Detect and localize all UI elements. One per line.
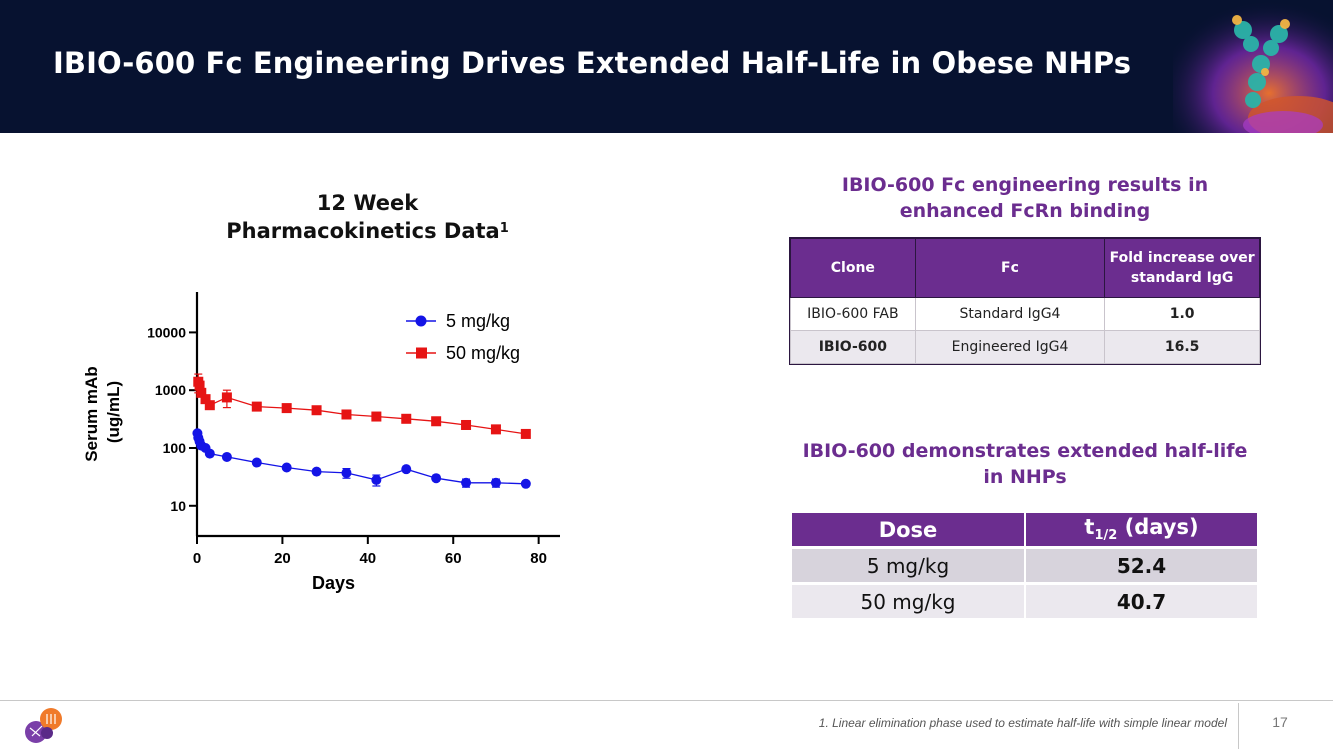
col-header-dose: Dose: [792, 513, 1024, 546]
cell-half-life: 40.7: [1024, 585, 1257, 618]
halflife-table: Dose t1/2 (days) 5 mg/kg 52.4 50 mg/kg 4…: [792, 510, 1257, 621]
data-point: [431, 416, 442, 427]
table-row: IBIO-600 FAB Standard IgG4 1.0: [790, 297, 1260, 331]
antibody-illustration: [1173, 0, 1333, 133]
col-header-half-life: t1/2 (days): [1024, 513, 1257, 546]
col-header-fc: Fc: [914, 238, 1106, 298]
pk-chart: 10 100 1000 10000 0 20 40 60 80 Days Serum mAb (ug/…: [82, 292, 560, 593]
slide-title: IBIO-600 Fc Engineering Drives Extended …: [53, 46, 1132, 80]
cell-dose: 50 mg/kg: [792, 585, 1024, 618]
fcrn-table: Clone Fc Fold increase over standard IgG…: [789, 237, 1261, 365]
data-point: [490, 477, 501, 488]
cell-fold: 16.5: [1104, 330, 1260, 364]
chart-title-footnote-mark: 1: [499, 221, 509, 236]
data-point: [194, 380, 205, 391]
data-point: [341, 467, 352, 478]
col-header-fold-increase: Fold increase over standard IgG: [1104, 238, 1260, 298]
x-tick-label: 20: [274, 550, 291, 567]
data-point: [520, 428, 531, 439]
footer-divider-line: [0, 700, 1333, 701]
data-point: [371, 474, 382, 485]
data-point: [281, 462, 292, 473]
page-number: 17: [1272, 714, 1288, 730]
data-point: [200, 394, 211, 405]
data-point: [341, 409, 352, 420]
data-point: [311, 405, 322, 416]
data-point: [204, 400, 215, 411]
x-tick-label: 60: [445, 550, 462, 567]
cell-dose: 5 mg/kg: [792, 549, 1024, 582]
data-point: [490, 424, 501, 435]
cell-fc: Standard IgG4: [914, 297, 1106, 331]
footer-vertical-divider: [1238, 703, 1239, 749]
fcrn-heading: IBIO-600 Fc engineering results in enhan…: [841, 174, 1209, 222]
data-point: [520, 478, 531, 489]
legend-marker: [415, 315, 427, 327]
company-logo: [25, 708, 62, 743]
table-row: 5 mg/kg 52.4: [792, 549, 1257, 582]
y-tick-label: 10: [170, 498, 186, 514]
data-point: [401, 413, 412, 424]
data-point: [221, 392, 232, 403]
y-tick-label: 1000: [155, 382, 186, 398]
cell-fold: 1.0: [1104, 297, 1260, 331]
data-point: [461, 477, 472, 488]
series-line-0: [196, 433, 526, 485]
chart-title: 12 Week Pharmacokinetics Data1: [200, 189, 535, 245]
x-axis-label: Days: [312, 573, 355, 593]
y-axis-label-line2: (ug/mL): [104, 381, 123, 443]
y-axis-label-line1: Serum mAb: [82, 366, 101, 461]
data-point: [461, 419, 472, 430]
legend-label: 50 mg/kg: [446, 343, 520, 363]
y-tick-label: 100: [163, 440, 187, 456]
chart-title-line2: Pharmacokinetics Data: [226, 219, 500, 243]
data-point: [204, 448, 215, 459]
y-tick-label: 10000: [147, 324, 186, 340]
data-point: [431, 473, 442, 484]
table-row: 50 mg/kg 40.7: [792, 585, 1257, 618]
cell-fc: Engineered IgG4: [914, 330, 1106, 364]
cell-clone: IBIO-600 FAB: [790, 297, 916, 331]
data-point: [221, 451, 232, 462]
halflife-heading: IBIO-600 demonstrates extended half-life…: [802, 440, 1248, 488]
x-tick-label: 0: [193, 550, 201, 567]
col-header-clone: Clone: [790, 238, 916, 298]
data-point: [281, 403, 292, 414]
legend-label: 5 mg/kg: [446, 311, 510, 331]
data-point: [196, 387, 207, 398]
data-point: [251, 457, 262, 468]
data-point: [371, 411, 382, 422]
legend-marker: [416, 347, 427, 359]
cell-clone: IBIO-600: [790, 330, 916, 364]
data-point: [401, 464, 412, 475]
table-row: IBIO-600 Engineered IgG4 16.5: [790, 330, 1260, 364]
chart-title-line1: 12 Week: [316, 191, 419, 215]
data-point: [251, 401, 262, 412]
cell-half-life: 52.4: [1024, 549, 1257, 582]
x-tick-label: 80: [530, 550, 547, 567]
footnote: 1. Linear elimination phase used to esti…: [818, 716, 1227, 730]
x-tick-label: 40: [359, 550, 376, 567]
header-banner: IBIO-600 Fc Engineering Drives Extended …: [0, 0, 1333, 133]
data-point: [311, 466, 322, 477]
series-line-1: [197, 381, 526, 435]
